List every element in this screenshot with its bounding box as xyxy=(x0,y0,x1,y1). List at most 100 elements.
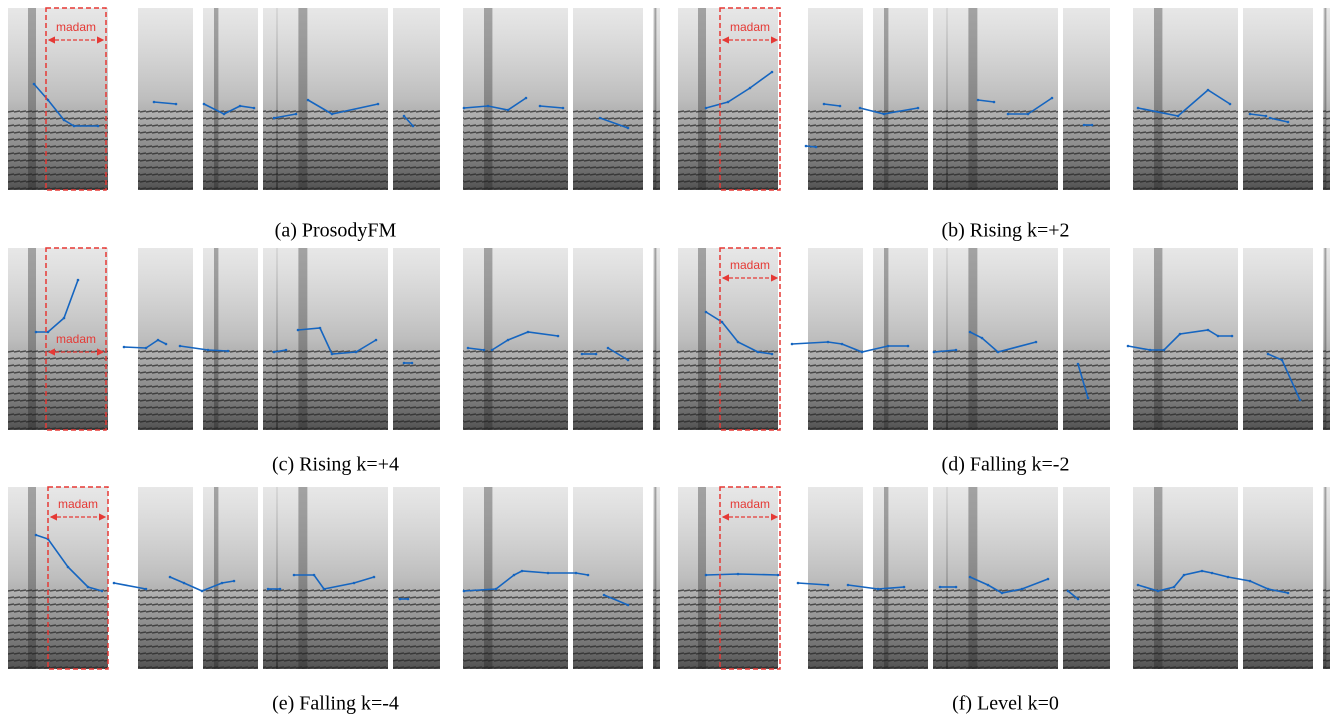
pitch-point xyxy=(1230,334,1234,338)
pitch-point xyxy=(954,585,958,589)
harmonics xyxy=(8,108,108,190)
dark-band xyxy=(484,8,493,190)
pitch-point xyxy=(1266,587,1270,591)
pitch-point xyxy=(252,106,256,110)
madam-label: madam xyxy=(730,497,770,511)
pitch-point xyxy=(916,106,920,110)
dark-band xyxy=(214,248,219,430)
pitch-point xyxy=(296,328,300,332)
pitch-point xyxy=(986,583,990,587)
pitch-point xyxy=(32,82,36,86)
pitch-point xyxy=(402,114,406,118)
harmonics xyxy=(1133,587,1238,669)
dark-band xyxy=(298,8,308,190)
pitch-point xyxy=(182,581,186,585)
pitch-point xyxy=(62,316,66,320)
pitch-point xyxy=(520,569,524,573)
pitch-point xyxy=(626,126,630,130)
harmonics xyxy=(138,587,193,669)
dark-band xyxy=(298,487,308,669)
pitch-point xyxy=(704,106,708,110)
pitch-point xyxy=(506,108,510,112)
harmonics xyxy=(1243,587,1313,669)
pitch-point xyxy=(122,345,126,349)
pitch-point xyxy=(1172,585,1176,589)
pitch-point xyxy=(220,581,224,585)
harmonics xyxy=(276,108,388,190)
madam-label: madam xyxy=(730,258,770,272)
caption: (c) Rising k=+4 xyxy=(272,454,399,476)
pitch-point xyxy=(776,573,780,577)
pitch-point xyxy=(756,350,760,354)
dark-band xyxy=(884,8,889,190)
pitch-point xyxy=(992,100,996,104)
harmonics xyxy=(263,108,278,190)
dark-band xyxy=(654,248,657,430)
pitch-point xyxy=(748,86,752,90)
pitch-point xyxy=(876,587,880,591)
pitch-point xyxy=(168,575,172,579)
pitch-point xyxy=(462,589,466,593)
dark-band xyxy=(28,8,36,190)
harmonics xyxy=(463,108,568,190)
pitch-point xyxy=(720,320,724,324)
pitch-point xyxy=(598,116,602,120)
pitch-point xyxy=(1050,96,1054,100)
harmonics xyxy=(393,587,440,669)
panel: madam xyxy=(678,7,1330,191)
dark-band xyxy=(484,487,493,669)
harmonics xyxy=(873,108,928,190)
caption: (f) Level k=0 xyxy=(952,693,1059,715)
harmonics xyxy=(653,348,660,430)
pitch-point xyxy=(902,585,906,589)
pitch-point xyxy=(292,573,296,577)
dark-band xyxy=(654,487,657,669)
dark-band xyxy=(1154,8,1163,190)
pitch-point xyxy=(206,348,210,352)
pitch-point xyxy=(1178,332,1182,336)
harmonics xyxy=(393,348,440,430)
harmonics xyxy=(1323,348,1330,430)
harmonics xyxy=(678,108,778,190)
spectrogram-segment xyxy=(653,248,660,430)
pitch-point xyxy=(561,106,565,110)
pitch-point xyxy=(574,571,578,575)
harmonics xyxy=(276,587,388,669)
pitch-point xyxy=(1280,358,1284,362)
harmonics xyxy=(678,587,778,669)
pitch-point xyxy=(976,98,980,102)
pitch-contour xyxy=(539,105,564,109)
pitch-point xyxy=(34,533,38,537)
pitch-point xyxy=(840,342,844,346)
pitch-point xyxy=(374,338,378,342)
pitch-contour xyxy=(491,331,559,351)
pitch-contour xyxy=(1067,590,1079,600)
madam-label: madam xyxy=(58,497,98,511)
pitch-contour xyxy=(463,97,527,111)
dark-band xyxy=(484,248,493,430)
harmonics xyxy=(808,587,863,669)
dark-band xyxy=(654,8,657,190)
pitch-contour xyxy=(273,349,287,353)
panel: madam xyxy=(678,486,1330,670)
pitch-point xyxy=(726,100,730,104)
pitch-point xyxy=(46,98,50,102)
pitch-contour xyxy=(977,99,995,103)
dark-band xyxy=(698,487,706,669)
pitch-point xyxy=(352,581,356,585)
pitch-point xyxy=(626,358,630,362)
harmonics xyxy=(138,108,193,190)
pitch-point xyxy=(1136,583,1140,587)
pitch-point xyxy=(1210,571,1214,575)
pitch-point xyxy=(486,104,490,108)
pitch-point xyxy=(968,330,972,334)
pitch-point xyxy=(354,350,358,354)
dark-band xyxy=(1324,8,1327,190)
pitch-point xyxy=(996,350,1000,354)
pitch-point xyxy=(1226,575,1230,579)
pitch-contour xyxy=(705,573,779,576)
harmonics xyxy=(678,348,778,430)
pitch-point xyxy=(312,573,316,577)
pitch-contour xyxy=(1137,89,1231,117)
